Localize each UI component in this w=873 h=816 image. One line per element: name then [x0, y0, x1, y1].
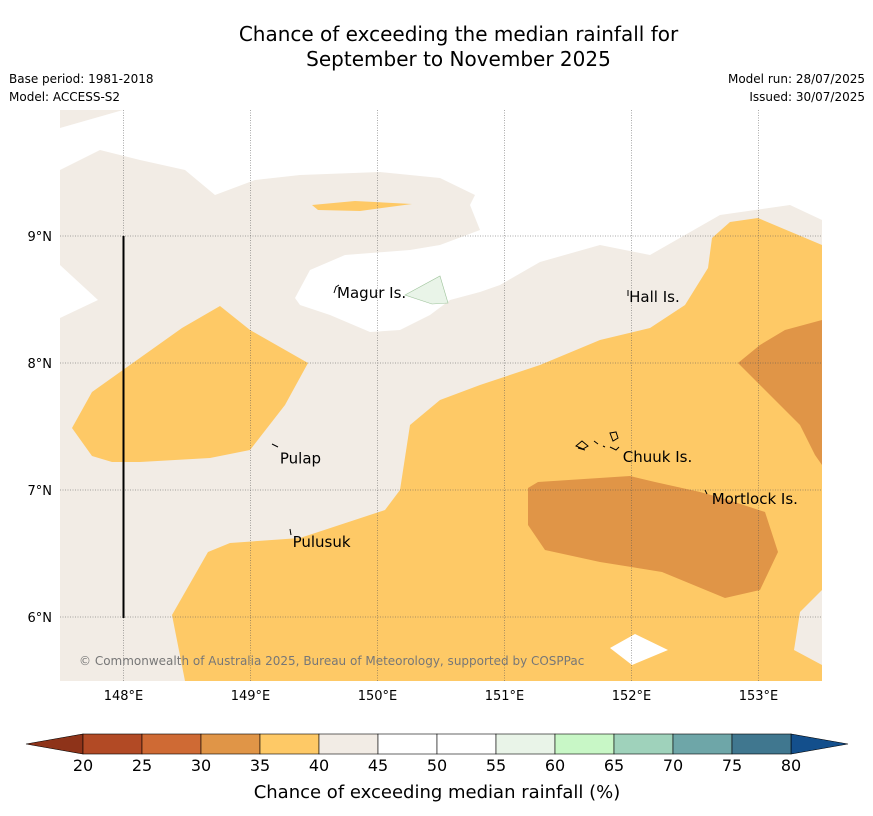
place-labels: Magur Is. Hall Is. Pulap Chuuk Is. Mortlock … — [280, 284, 798, 551]
colorbar-segment — [318, 733, 379, 755]
colorbar-segment — [259, 733, 320, 755]
colorbar-segment — [554, 733, 615, 755]
band-55-60-pocket — [404, 275, 449, 305]
magur-island-shape — [333, 284, 340, 294]
lat-tick-label: 7°N — [28, 484, 53, 499]
band-45-55-west-notch — [60, 265, 98, 318]
colorbar-tick-label: 80 — [781, 756, 801, 775]
meta-right: Model run: 28/07/2025 Issued: 30/07/2025 — [728, 70, 865, 106]
colorbar-segment — [731, 733, 792, 755]
colorbar: 20 25 30 35 40 45 50 55 60 65 70 75 80 — [25, 733, 849, 775]
lon-tick-label: 148°E — [104, 689, 144, 704]
lat-tick-label: 6°N — [28, 611, 53, 626]
place-label: Magur Is. — [337, 284, 406, 302]
base-period-text: Base period: 1981-2018 — [9, 72, 154, 86]
band-35-40-west — [72, 306, 308, 462]
colorbar-segment — [377, 733, 438, 755]
model-text: Model: ACCESS-S2 — [9, 90, 121, 104]
place-label: Hall Is. — [629, 288, 680, 306]
copyright-text: © Commonwealth of Australia 2025, Bureau… — [79, 654, 584, 668]
place-label: Pulusuk — [293, 533, 351, 551]
colorbar-segment — [141, 733, 202, 755]
colorbar-tick-label: 45 — [368, 756, 388, 775]
lon-tick-label: 153°E — [739, 689, 779, 704]
colorbar-tick-label: 50 — [427, 756, 447, 775]
colorbar-tick-label: 65 — [604, 756, 624, 775]
colorbar-segment — [613, 733, 674, 755]
pulusuk-island-shape — [289, 528, 292, 536]
lat-tick-label: 9°N — [28, 230, 53, 245]
colorbar-tick-label: 60 — [545, 756, 565, 775]
lon-tick-label: 150°E — [358, 689, 398, 704]
lon-tick-label: 152°E — [612, 689, 652, 704]
lon-tick-label: 151°E — [485, 689, 525, 704]
colorbar-title: Chance of exceeding median rainfall (%) — [254, 782, 621, 803]
issued-text: Issued: 30/07/2025 — [749, 90, 865, 104]
band-35-40-north-strip — [312, 201, 412, 211]
colorbar-tick-label: 70 — [663, 756, 683, 775]
colorbar-over-arrow — [790, 733, 849, 755]
colorbar-tick-label: 75 — [722, 756, 742, 775]
lat-tick-label: 8°N — [28, 357, 53, 372]
colorbar-tick-label: 25 — [132, 756, 152, 775]
place-label: Chuuk Is. — [623, 448, 692, 466]
colorbar-tick-label: 55 — [486, 756, 506, 775]
title-line-1: Chance of exceeding the median rainfall … — [238, 22, 679, 46]
mortlock-island-shape — [704, 489, 708, 495]
colorbar-segment — [82, 733, 143, 755]
colorbar-segment — [200, 733, 261, 755]
band-30-35-central — [528, 476, 778, 598]
colorbar-tick-label: 40 — [309, 756, 329, 775]
colorbar-segment — [436, 733, 497, 755]
model-run-text: Model run: 28/07/2025 — [727, 72, 865, 86]
band-30-35-east — [738, 320, 822, 465]
colorbar-under-arrow — [25, 733, 84, 755]
band-45-55-south — [610, 634, 668, 665]
lon-tick-labels: 148°E 149°E 150°E 151°E 152°E 153°E — [104, 689, 779, 704]
colorbar-tick-label: 30 — [191, 756, 211, 775]
chuuk-island-shapes — [575, 431, 620, 451]
title-line-2: September to November 2025 — [306, 47, 611, 71]
colorbar-tick-label: 35 — [250, 756, 270, 775]
island-outlines — [271, 284, 708, 536]
map-area — [60, 110, 822, 681]
place-label: Mortlock Is. — [712, 490, 798, 508]
colorbar-tick-label: 20 — [73, 756, 93, 775]
place-label: Pulap — [280, 449, 321, 467]
colorbar-segment — [495, 733, 556, 755]
meta-left: Base period: 1981-2018 Model: ACCESS-S2 — [9, 70, 154, 106]
pulap-island-shape — [271, 443, 279, 448]
lat-tick-labels: 9°N 8°N 7°N 6°N — [28, 230, 53, 626]
map-title: Chance of exceeding the median rainfall … — [0, 22, 873, 72]
colorbar-segment — [672, 733, 733, 755]
lon-tick-label: 149°E — [231, 689, 271, 704]
